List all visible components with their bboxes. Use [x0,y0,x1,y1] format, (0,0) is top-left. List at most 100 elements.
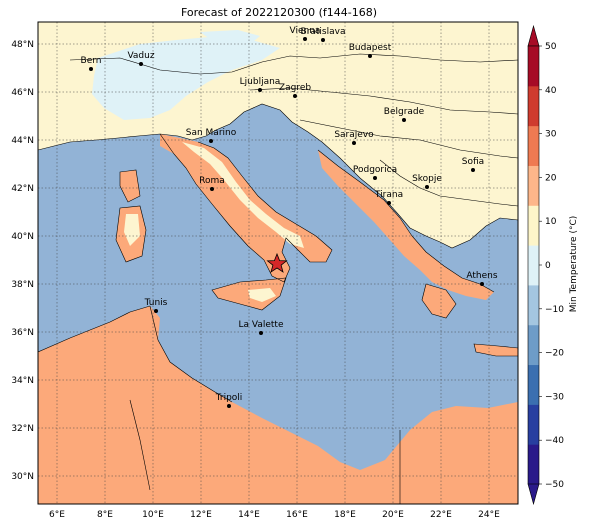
lat-tick-42: 42°N [11,184,34,194]
alps-cold-patch [92,36,280,120]
colorbar-segment [528,364,539,405]
colorbar-max-extend [527,24,540,47]
lon-ticks: 6°E 8°E 10°E 12°E 14°E 16°E 18°E 20°E 22… [49,510,500,520]
city-label-budapest: Budapest [349,43,392,53]
city-roma: Roma [199,176,225,191]
colorbar-segment [528,324,539,366]
corsica [120,170,140,202]
colorbar-segment [528,165,539,206]
city-vaduz: Vaduz [127,51,155,66]
borders [38,53,518,504]
city-label-podgorica: Podgorica [353,165,397,175]
city-label-zagreb: Zagreb [279,83,311,93]
city-zagreb: Zagreb [279,83,311,98]
colorbar-segment [528,245,539,286]
city-label-sofia: Sofia [462,157,484,167]
lat-tick-38: 38°N [11,280,34,290]
city-label-ljubljana: Ljubljana [240,77,281,87]
colorbar: 50 40 30 20 10 0 −10 −20 −30 −40 −50 [527,24,564,506]
graticule [38,22,518,504]
colorbar-label: Min Temperature (°C) [569,216,579,313]
sardinia-cool [124,214,140,246]
colorbar-tick-label: −50 [545,480,564,490]
forecast-point-star-icon [266,252,288,273]
colorbar-segment [528,284,539,326]
colorbar-tick-label: 30 [545,130,557,140]
italy-warm [160,134,332,282]
city-la-valette: La Valette [239,320,284,335]
colorbar-segment [528,46,539,87]
city-podgorica: Podgorica [353,165,397,180]
lon-tick-22: 22°E [430,510,452,520]
lon-tick-14: 14°E [238,510,260,520]
city-label-tripoli: Tripoli [215,393,243,403]
lat-tick-36: 36°N [11,328,34,338]
lat-tick-44: 44°N [11,136,34,146]
lon-tick-18: 18°E [334,510,356,520]
balkan-warm-coast [318,150,494,300]
city-label-vaduz: Vaduz [127,51,154,61]
city-label-tunis: Tunis [144,298,168,308]
lat-tick-48: 48°N [11,40,34,50]
lat-ticks: 48°N 46°N 44°N 42°N 40°N 38°N 36°N 34°N … [11,40,34,482]
lat-tick-46: 46°N [11,88,34,98]
alps-cold-patch-2 [200,30,260,46]
lon-tick-20: 20°E [382,510,404,520]
city-label-la-valette: La Valette [239,320,284,330]
colorbar-segment [528,205,539,246]
colorbar-segment [528,444,539,485]
city-sarajevo: Sarajevo [334,130,374,145]
map-title: Forecast of 2022120300 (f144-168) [180,6,378,19]
lon-tick-8: 8°E [97,510,113,520]
city-tirana: Tirana [374,190,403,205]
colorbar-segment [528,85,539,127]
city-label-san-marino: San Marino [186,128,237,138]
colorbar-tick-label: 50 [545,42,557,52]
colorbar-tick-label: −40 [545,436,564,446]
city-label-sarajevo: Sarajevo [334,130,374,140]
lat-tick-34: 34°N [11,376,34,386]
lon-tick-12: 12°E [190,510,212,520]
colorbar-min-extend [527,483,540,506]
sicily-cool [248,288,276,302]
city-label-skopje: Skopje [412,174,442,184]
city-budapest: Budapest [349,43,392,58]
lon-tick-6: 6°E [49,510,65,520]
city-label-roma: Roma [199,176,225,186]
colorbar-tick-label: −30 [545,392,564,402]
lat-tick-40: 40°N [11,232,34,242]
map-area: Bern Vaduz Vienna Bratislava Budapest Lj… [38,22,518,504]
lon-tick-24: 24°E [478,510,500,520]
city-label-bratislava: Bratislava [301,27,346,37]
city-label-tirana: Tirana [374,190,403,200]
lat-tick-32: 32°N [11,424,34,434]
italy-cool [182,142,304,248]
colorbar-tick-label: −10 [545,305,564,315]
city-label-athens: Athens [466,271,497,281]
lon-tick-16: 16°E [286,510,308,520]
city-athens: Athens [466,271,498,286]
colorbar-tick-label: 10 [545,217,557,227]
colorbar-tick-label: 40 [545,86,557,96]
city-sofia: Sofia [462,157,484,172]
city-label-vienna: Vienna [290,26,321,36]
colorbar-tick-label: 20 [545,173,557,183]
city-tripoli: Tripoli [215,393,243,408]
city-bratislava: Bratislava [301,27,346,42]
colorbar-segment [528,404,539,445]
colorbar-tick-label: 0 [545,261,551,271]
cities: Bern Vaduz Vienna Bratislava Budapest Lj… [81,26,498,408]
city-belgrade: Belgrade [384,107,425,122]
city-vienna: Vienna [290,26,321,41]
city-label-belgrade: Belgrade [384,107,425,117]
city-san-marino: San Marino [186,128,237,143]
lon-tick-10: 10°E [142,510,164,520]
lat-tick-30: 30°N [11,472,34,482]
colorbar-segment [528,125,539,166]
city-label-bern: Bern [81,56,102,66]
map-frame [37,21,519,505]
city-tunis: Tunis [144,298,168,313]
colorbar-tick-label: −20 [545,349,564,359]
city-ljubljana: Ljubljana [240,77,281,92]
